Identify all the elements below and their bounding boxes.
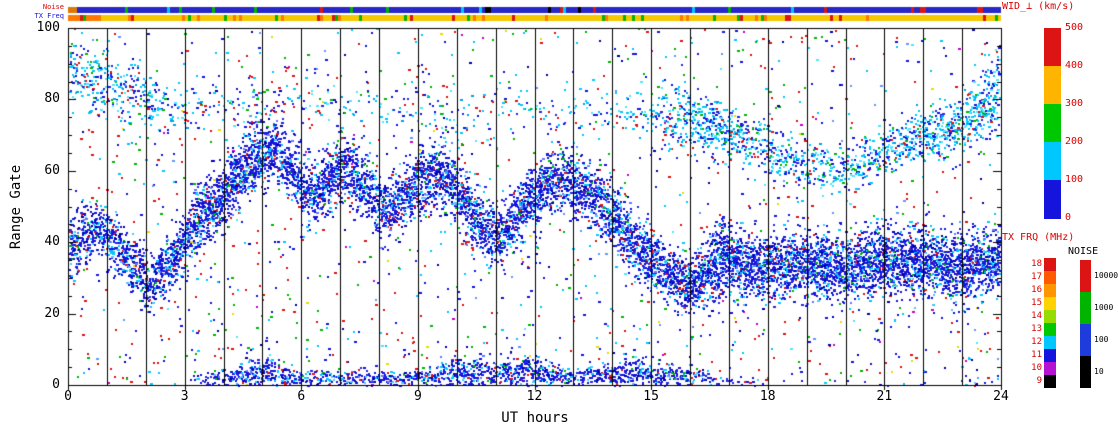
wid-colorbar-tick: 0 — [1065, 212, 1072, 223]
txfrq-colorbar-segment — [1044, 271, 1056, 284]
noise-colorbar-tick: 100 — [1094, 335, 1109, 344]
x-tick-label: 6 — [297, 389, 306, 404]
txfrq-colorbar-segment — [1044, 362, 1056, 375]
txfrq-colorbar-tick: 11 — [1031, 350, 1042, 360]
txfrq-colorbar-segment — [1044, 284, 1056, 297]
x-tick-label: 21 — [876, 389, 893, 404]
txfrq-colorbar-tick: 14 — [1031, 311, 1042, 321]
wid-colorbar-title: WID_⊥ (km/s) — [1002, 1, 1075, 12]
txfrq-colorbar-segment — [1044, 258, 1056, 271]
y-tick-label: 80 — [44, 91, 60, 107]
wid-colorbar-segment — [1044, 104, 1061, 143]
wid-colorbar-tick: 500 — [1065, 22, 1084, 33]
noise-colorbar-tick: 1000 — [1094, 303, 1114, 312]
wid-colorbar-tick: 200 — [1065, 136, 1084, 147]
x-tick-label: 18 — [759, 389, 776, 404]
noise-colorbar-segment — [1080, 324, 1091, 356]
noise-colorbar-tick: 10000 — [1094, 271, 1118, 280]
noise-colorbar-title: NOISE — [1068, 246, 1099, 257]
wid-colorbar-tick: 300 — [1065, 98, 1084, 109]
txfrq-colorbar-segment — [1044, 323, 1056, 336]
txfrq-colorbar-tick: 12 — [1031, 337, 1042, 347]
y-axis-label: Range Gate — [8, 164, 24, 250]
txfrq-colorbar-tick: 9 — [1036, 376, 1042, 386]
y-tick-label: 20 — [44, 305, 60, 321]
x-tick-label: 3 — [180, 389, 189, 404]
txfrq-colorbar-tick: 17 — [1031, 272, 1042, 282]
wid-colorbar-tick: 100 — [1065, 174, 1084, 185]
txfrq-colorbar-title: TX FRQ (MHz) — [1002, 232, 1075, 243]
noise-colorbar-segment — [1080, 260, 1091, 292]
txfrq-colorbar-segment — [1044, 349, 1056, 362]
noise-colorbar-segment — [1080, 292, 1091, 324]
txfrq-colorbar-tick: 13 — [1031, 324, 1042, 334]
wid-colorbar-segment — [1044, 28, 1061, 67]
x-tick-label: 9 — [413, 389, 422, 404]
noise-strip-label: Noise — [42, 3, 64, 11]
txfrq-colorbar-tick: 15 — [1031, 298, 1042, 308]
wid-colorbar-segment — [1044, 180, 1061, 219]
x-axis-label: UT hours — [501, 410, 569, 426]
y-tick-label: 0 — [52, 377, 60, 392]
noise-colorbar-segment — [1080, 356, 1091, 388]
txfrq-colorbar-tick: 10 — [1031, 363, 1042, 373]
noise-colorbar-tick: 10 — [1094, 367, 1104, 376]
wid-colorbar-segment — [1044, 66, 1061, 105]
x-tick-label: 24 — [993, 389, 1009, 404]
txfrq-colorbar-segment — [1044, 297, 1056, 310]
txfrq-colorbar-segment — [1044, 375, 1056, 388]
y-tick-label: 100 — [36, 20, 60, 35]
wid-colorbar-segment — [1044, 142, 1061, 181]
wid-colorbar-tick: 400 — [1065, 60, 1084, 71]
txfrq-colorbar-segment — [1044, 310, 1056, 323]
x-tick-label: 12 — [526, 389, 543, 404]
txfrq-colorbar-tick: 16 — [1031, 285, 1042, 295]
x-tick-label: 15 — [643, 389, 659, 404]
txfreq-strip-label: TX Freq — [34, 12, 64, 20]
y-tick-label: 60 — [44, 162, 60, 178]
txfrq-colorbar-tick: 18 — [1031, 259, 1042, 269]
y-tick-label: 40 — [44, 234, 60, 250]
txfrq-colorbar-segment — [1044, 336, 1056, 349]
x-tick-label: 0 — [64, 389, 72, 404]
